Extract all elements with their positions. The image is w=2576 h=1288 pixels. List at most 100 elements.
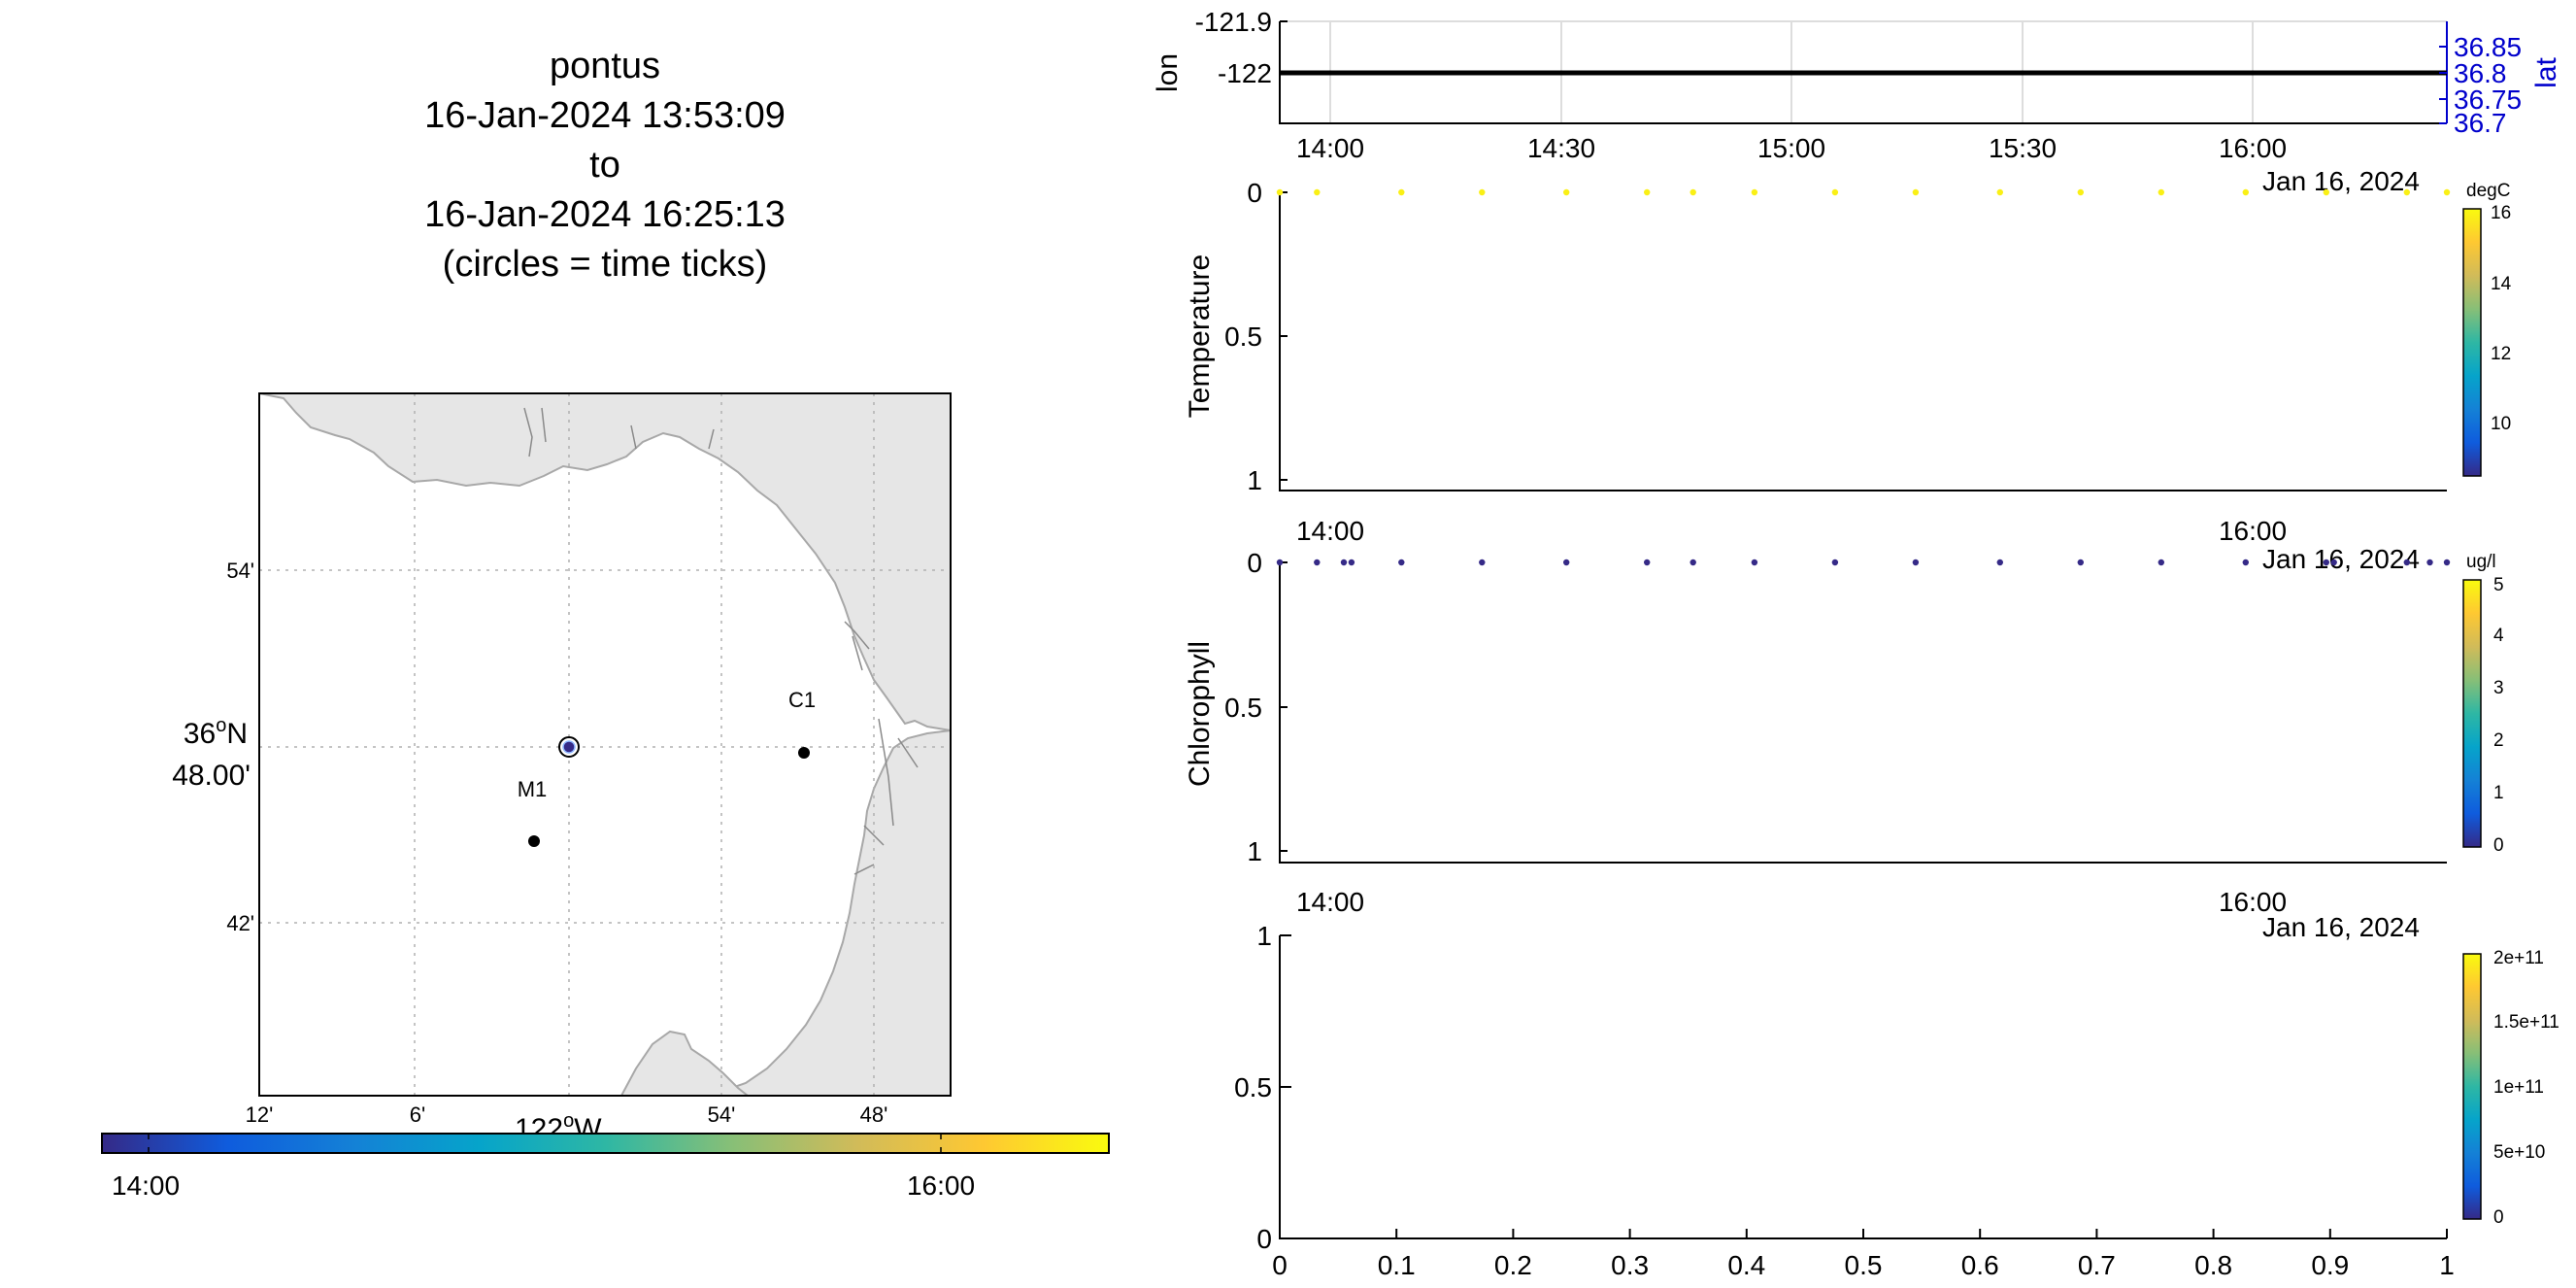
map-ylabel-minutes: 48.00' xyxy=(172,760,251,792)
empty-panel: Jan 16, 2024 1 0.5 0 0 0.1 0.2 0.3 0.4 0.5 0.6… xyxy=(1234,912,2559,1280)
chlorophyll-cbtick-6: 0 xyxy=(2493,835,2504,856)
empty-xtick-label-1: 0.1 xyxy=(1378,1250,1416,1280)
empty-cbtick-2: 1.5e+11 xyxy=(2493,1012,2559,1033)
temperature-points xyxy=(1276,188,2451,196)
temp-points-point-2 xyxy=(1398,188,1405,196)
title-line-5: (circles = time ticks) xyxy=(443,244,768,285)
chlorophyll-cbtick-1: 5 xyxy=(2493,575,2504,595)
empty-xtick-label-8: 0.8 xyxy=(2194,1250,2232,1280)
lat-ytick-2: 36.8 xyxy=(2454,58,2507,88)
temp-points-point-14 xyxy=(2323,188,2329,196)
lon-ytick-1: -121.9 xyxy=(1195,7,1272,37)
chlorophyll-ytick-1: 0 xyxy=(1247,548,1262,578)
chl-points-point-14 xyxy=(2158,559,2164,566)
map-xtick-1: 12' xyxy=(246,1102,274,1127)
temp-points-point-8 xyxy=(1831,188,1839,196)
chlorophyll-cbtick-4: 2 xyxy=(2493,730,2504,751)
map-ytick-1: 54' xyxy=(226,559,254,583)
chlorophyll-cbtick-3: 3 xyxy=(2493,678,2504,698)
chlorophyll-ytick-3: 1 xyxy=(1247,836,1262,866)
empty-xtick-label-3: 0.3 xyxy=(1611,1250,1649,1280)
title-line-3: to xyxy=(589,145,620,186)
chlorophyll-points xyxy=(1276,559,2451,566)
empty-ytick-3: 0 xyxy=(1256,1224,1272,1254)
map-panel: C1 M1 12' 6' 54' 48' 122oW 54' 42' 36oN … xyxy=(172,392,952,1145)
position-xtick-1: 14:00 xyxy=(1296,133,1364,163)
chlorophyll-cbtick-2: 4 xyxy=(2493,626,2504,646)
chl-points-point-11 xyxy=(1912,559,1920,566)
empty-cbtick-4: 5e+10 xyxy=(2493,1142,2545,1163)
position-panel: -121.9 -122 lon 36.85 36.8 36.75 36.7 la… xyxy=(1152,7,2562,163)
temperature-ytick-1: 0 xyxy=(1247,178,1262,208)
temperature-xtick-1: 14:00 xyxy=(1296,516,1364,546)
temperature-date-label: Jan 16, 2024 xyxy=(2262,166,2420,196)
lat-ytick-3: 36.75 xyxy=(2454,85,2522,115)
time-colorbar-tick-2: 16:00 xyxy=(907,1170,975,1201)
temperature-cbtick-4: 10 xyxy=(2491,414,2511,434)
vehicle-position-marker xyxy=(558,736,580,758)
chl-points-point-18 xyxy=(2403,559,2410,566)
lon-ytick-2: -122 xyxy=(1218,58,1272,88)
chl-points-point-8 xyxy=(1689,559,1696,566)
lat-ytick-1: 36.85 xyxy=(2454,32,2522,62)
empty-xtick-label-2: 0.2 xyxy=(1494,1250,1532,1280)
chlorophyll-date-label: Jan 16, 2024 xyxy=(2262,544,2420,574)
temp-points-point-5 xyxy=(1644,188,1651,196)
empty-cbtick-5: 0 xyxy=(2493,1207,2504,1228)
temp-points-point-12 xyxy=(2158,188,2164,196)
chl-points-point-0 xyxy=(1276,559,1284,566)
title-line-4: 16-Jan-2024 16:25:13 xyxy=(424,194,786,235)
empty-xtick-label-10: 1 xyxy=(2439,1250,2455,1280)
chlorophyll-xtick-1: 14:00 xyxy=(1296,887,1364,917)
position-xtick-3: 15:00 xyxy=(1757,133,1825,163)
chl-points-point-17 xyxy=(2330,559,2337,566)
temp-points-point-16 xyxy=(2443,188,2451,196)
temperature-ylabel: Temperature xyxy=(1184,254,1216,418)
chl-points-point-3 xyxy=(1348,559,1355,566)
temperature-ytick-2: 0.5 xyxy=(1224,322,1262,352)
temperature-cbtick-1: 16 xyxy=(2491,203,2511,223)
time-colorbar-gradient xyxy=(101,1133,1110,1154)
empty-ytick-2: 0.5 xyxy=(1234,1072,1272,1102)
temperature-ytick-3: 1 xyxy=(1247,465,1262,495)
station-m1-label: M1 xyxy=(518,777,548,801)
chlorophyll-panel: 0 0.5 1 Chlorophyll 14:00 16:00 Jan 16, … xyxy=(1184,544,2504,917)
chl-points-point-12 xyxy=(1996,559,2003,566)
chl-points-point-19 xyxy=(2426,559,2433,566)
chl-points-point-1 xyxy=(1314,559,1321,566)
map-xtick-3: 54' xyxy=(708,1102,736,1127)
chlorophyll-ytick-2: 0.5 xyxy=(1224,693,1262,723)
temperature-panel: 0 0.5 1 Temperature 14:00 16:00 Jan 16, … xyxy=(1184,166,2512,546)
temp-points-point-7 xyxy=(1751,188,1758,196)
chlorophyll-ylabel: Chlorophyll xyxy=(1184,641,1216,787)
empty-cbtick-3: 1e+11 xyxy=(2493,1077,2544,1098)
lat-ytick-4: 36.7 xyxy=(2454,108,2507,138)
temp-points-point-11 xyxy=(2077,188,2084,196)
temp-points-point-10 xyxy=(1996,188,2003,196)
temperature-colorbar-unit: degC xyxy=(2466,181,2510,201)
chlorophyll-colorbar xyxy=(2462,579,2482,848)
empty-colorbar xyxy=(2462,953,2482,1220)
title-line-1: pontus xyxy=(550,46,660,86)
empty-xtick-label-9: 0.9 xyxy=(2311,1250,2349,1280)
chlorophyll-colorbar-unit: ug/l xyxy=(2466,552,2496,572)
map-rivers xyxy=(523,407,919,875)
chl-points-point-9 xyxy=(1751,559,1758,566)
empty-xtick-label-7: 0.7 xyxy=(2078,1250,2116,1280)
map-xtick-2: 6' xyxy=(410,1102,425,1127)
empty-panel-date-label: Jan 16, 2024 xyxy=(2262,912,2420,942)
temperature-cbtick-3: 12 xyxy=(2491,344,2511,364)
chl-points-point-2 xyxy=(1340,559,1348,566)
temp-points-point-15 xyxy=(2403,188,2410,196)
temp-points-point-3 xyxy=(1479,188,1486,196)
temperature-colorbar xyxy=(2462,208,2482,477)
position-xtick-2: 14:30 xyxy=(1527,133,1595,163)
chlorophyll-xtick-2: 16:00 xyxy=(2219,887,2287,917)
empty-xtick-label-4: 0.4 xyxy=(1727,1250,1765,1280)
lon-ylabel: lon xyxy=(1152,53,1184,92)
empty-xtick-label-6: 0.6 xyxy=(1961,1250,1999,1280)
station-m1-marker xyxy=(528,835,540,847)
map-frame xyxy=(258,392,952,1097)
temp-points-point-9 xyxy=(1912,188,1920,196)
